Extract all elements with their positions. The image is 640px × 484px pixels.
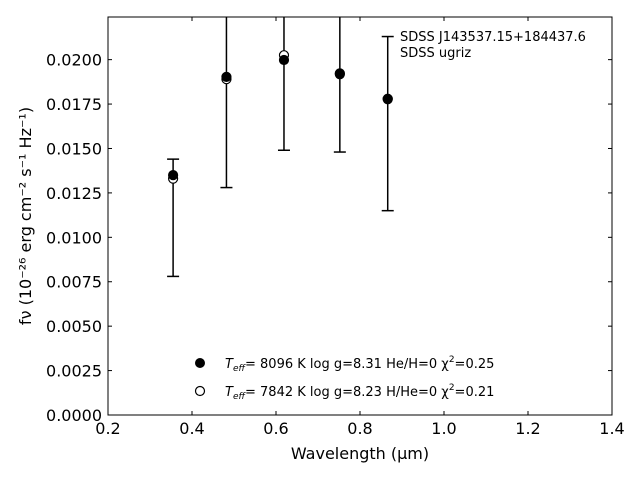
legend-marker-filled (195, 358, 205, 368)
annotation-target-name: SDSS J143537.15+184437.6 (400, 30, 586, 45)
data-points (168, 50, 393, 184)
x-tick-label: 0.2 (95, 419, 120, 438)
y-axis-title: fν (10⁻²⁶ erg cm⁻² s⁻¹ Hz⁻¹) (16, 107, 35, 325)
filled-point (334, 68, 345, 79)
filled-point (278, 54, 290, 66)
y-tick-label: 0.0200 (46, 51, 102, 70)
x-tick-label: 1.0 (431, 419, 456, 438)
filled-point (168, 170, 179, 181)
x-tick-label: 0.6 (263, 419, 288, 438)
x-tick-label: 1.4 (599, 419, 624, 438)
x-axis-title: Wavelength (μm) (291, 444, 429, 463)
legend-label-2: Teff= 7842 K log g=8.23 H/He=0 χ2=0.21 (225, 383, 494, 402)
y-tick-label: 0.0175 (46, 95, 102, 114)
y-tick-label: 0.0100 (46, 228, 102, 247)
legend: Teff= 8096 K log g=8.31 He/H=0 χ2=0.25 T… (194, 355, 494, 402)
y-tick-label: 0.0000 (46, 406, 102, 425)
filled-point (382, 94, 393, 105)
y-tick-label: 0.0075 (46, 273, 102, 292)
y-tick-label: 0.0150 (46, 139, 102, 158)
filled-point (221, 71, 232, 82)
axis-ticks: 0.2 0.4 0.6 0.8 1.0 1.2 1.4 0.0000 0.0025 0.0050 0… (46, 17, 625, 438)
y-tick-label: 0.0125 (46, 184, 102, 203)
legend-label-1: Teff= 8096 K log g=8.31 He/H=0 χ2=0.25 (225, 355, 494, 374)
annotation-survey-name: SDSS ugriz (400, 46, 471, 61)
y-tick-label: 0.0050 (46, 317, 102, 336)
y-tick-label: 0.0025 (46, 362, 102, 381)
plot-frame (107, 16, 613, 416)
legend-marker-open (194, 385, 206, 397)
x-tick-label: 0.4 (179, 419, 204, 438)
x-tick-label: 0.8 (347, 419, 372, 438)
x-tick-label: 1.2 (515, 419, 540, 438)
